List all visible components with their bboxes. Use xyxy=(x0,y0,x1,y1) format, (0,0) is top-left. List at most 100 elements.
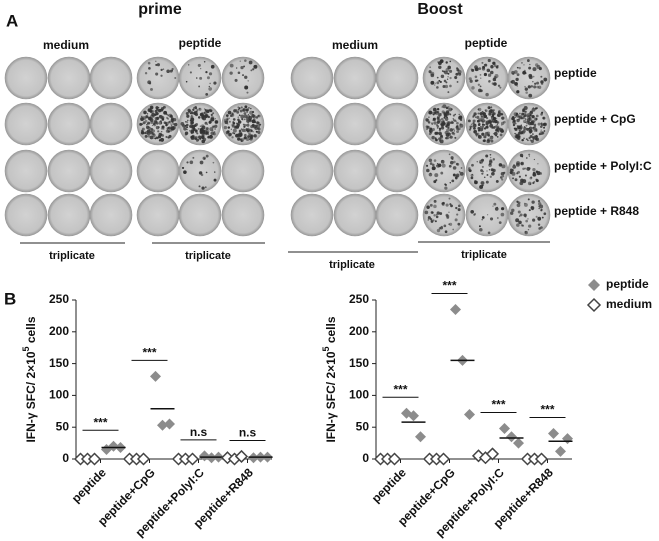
spot xyxy=(154,116,159,121)
spot xyxy=(144,118,146,120)
spot xyxy=(155,125,160,130)
spot xyxy=(513,119,516,123)
significance-label: *** xyxy=(491,398,505,412)
spot xyxy=(232,118,236,121)
spot xyxy=(495,117,498,120)
spot xyxy=(231,113,235,117)
spot xyxy=(150,127,154,131)
spot xyxy=(424,210,429,215)
spot xyxy=(160,137,165,142)
spot xyxy=(244,105,248,109)
spot xyxy=(238,132,243,137)
well xyxy=(4,149,48,193)
spot xyxy=(456,130,459,133)
spot xyxy=(510,211,514,215)
spot xyxy=(538,207,540,210)
spot xyxy=(257,130,261,134)
spot xyxy=(433,204,437,209)
spot xyxy=(242,119,244,121)
spot xyxy=(470,125,472,128)
spot xyxy=(491,136,493,138)
spot xyxy=(444,183,447,186)
spot xyxy=(436,76,439,79)
spot xyxy=(228,117,230,120)
spot xyxy=(203,61,206,63)
spot xyxy=(436,127,439,129)
spot xyxy=(512,123,516,127)
spot xyxy=(159,120,162,123)
spot xyxy=(165,122,168,125)
spot xyxy=(483,72,487,77)
spot xyxy=(527,85,531,89)
spot xyxy=(543,212,547,216)
spot xyxy=(524,118,527,120)
y-tick-label: 150 xyxy=(49,356,69,370)
spot xyxy=(490,168,494,172)
spot xyxy=(242,123,245,126)
spot xyxy=(434,173,439,178)
spot xyxy=(434,82,436,84)
spot xyxy=(490,139,494,143)
spot xyxy=(206,76,210,80)
spot xyxy=(247,106,250,109)
spot xyxy=(526,118,531,122)
spot xyxy=(223,125,228,130)
well xyxy=(422,56,466,100)
spot xyxy=(429,66,432,69)
spot xyxy=(522,70,527,75)
data-point xyxy=(436,452,451,466)
spot xyxy=(519,181,524,186)
spot xyxy=(532,107,535,109)
spot xyxy=(498,163,503,167)
spot xyxy=(526,59,530,62)
spot xyxy=(495,179,499,183)
spot xyxy=(237,71,241,75)
spot xyxy=(501,178,504,181)
spot xyxy=(236,122,238,125)
spot xyxy=(452,128,455,130)
spot xyxy=(198,185,201,188)
spot xyxy=(472,116,475,118)
spot xyxy=(477,83,481,86)
spot xyxy=(440,126,445,130)
spot xyxy=(185,121,187,123)
spot xyxy=(433,121,437,125)
spot xyxy=(190,120,194,125)
spot xyxy=(537,163,539,165)
spot xyxy=(448,164,452,168)
spot xyxy=(501,124,503,126)
well xyxy=(47,102,91,146)
spot xyxy=(516,66,519,69)
spot xyxy=(430,220,434,223)
spot xyxy=(479,127,484,132)
spot xyxy=(224,120,229,125)
y-tick-label: 150 xyxy=(349,356,369,370)
spot xyxy=(238,129,242,133)
spot xyxy=(521,130,524,133)
well xyxy=(221,56,265,100)
spot xyxy=(155,63,158,67)
spot xyxy=(451,179,455,183)
spot xyxy=(243,114,248,119)
spot xyxy=(189,71,192,74)
spot xyxy=(503,120,506,124)
spot xyxy=(537,223,541,226)
spot xyxy=(448,153,451,156)
spot xyxy=(441,163,446,168)
spot xyxy=(456,125,459,128)
well xyxy=(333,193,377,237)
row-label: peptide + R848 xyxy=(554,204,639,218)
spot xyxy=(165,129,170,133)
spot xyxy=(433,159,437,162)
spot xyxy=(533,180,536,183)
spot xyxy=(490,106,493,108)
spot xyxy=(495,128,499,132)
spot xyxy=(453,134,455,136)
spot xyxy=(489,156,492,159)
spot xyxy=(247,80,249,82)
spot xyxy=(537,85,542,89)
row-label: peptide + PolyI:C xyxy=(554,159,652,173)
spot xyxy=(240,106,243,109)
spot xyxy=(243,136,247,140)
well xyxy=(47,193,91,237)
